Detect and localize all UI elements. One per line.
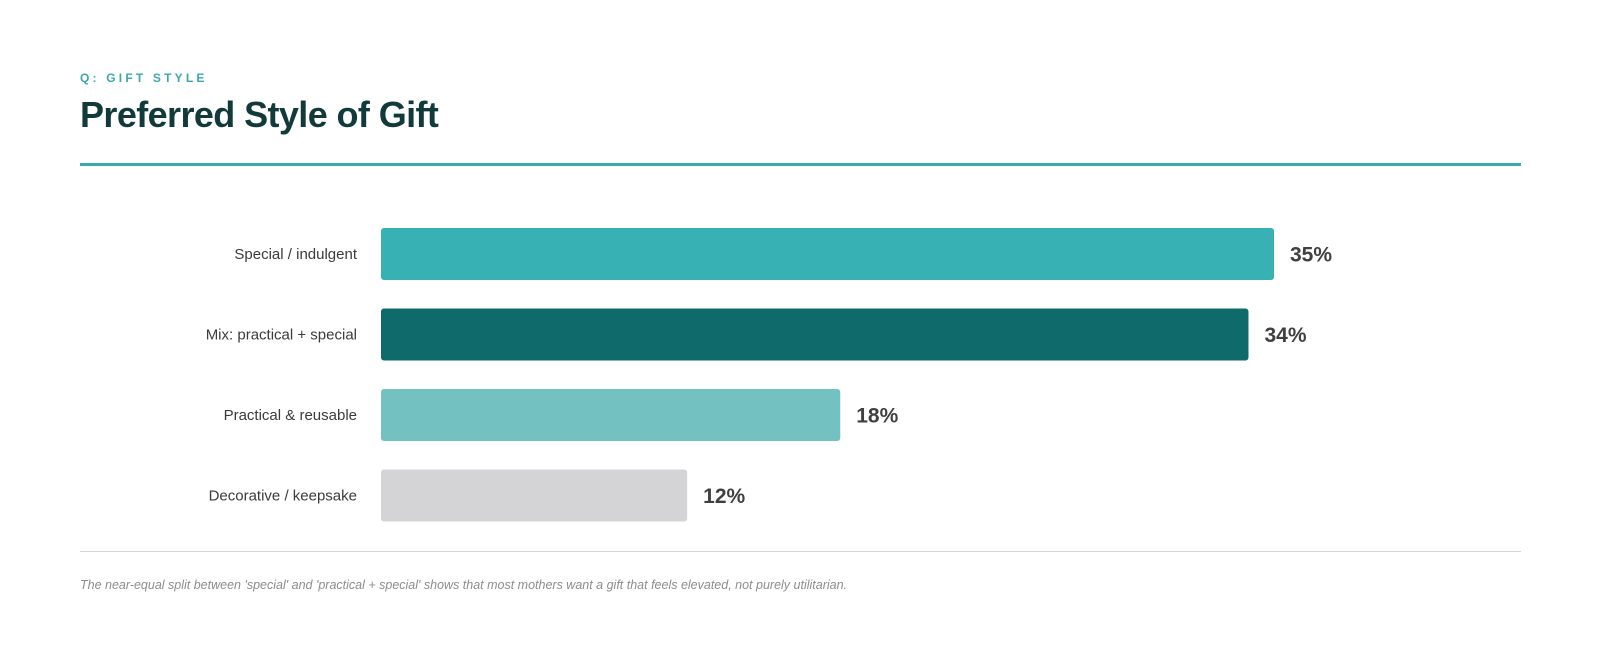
page-title: Preferred Style of Gift	[80, 94, 439, 135]
value-label-practical-reusable: 18%	[856, 405, 898, 428]
category-label-decorative-keepsake: Decorative / keepsake	[209, 488, 357, 505]
category-label-mix-practical-special: Mix: practical + special	[206, 327, 357, 344]
eyebrow-label: Q: GIFT STYLE	[80, 71, 208, 85]
category-label-practical-reusable: Practical & reusable	[224, 407, 357, 424]
footnote-divider	[80, 551, 1521, 552]
bar-mix-practical-special	[381, 308, 1249, 361]
bar-practical-reusable	[381, 389, 841, 441]
footnote: The near-equal split between 'special' a…	[80, 578, 848, 592]
bar-decorative-keepsake	[381, 469, 688, 522]
title-divider	[80, 163, 1521, 166]
value-label-decorative-keepsake: 12%	[703, 485, 745, 508]
value-label-special-indulgent: 35%	[1290, 244, 1332, 267]
value-label-mix-practical-special: 34%	[1264, 324, 1306, 347]
bar-special-indulgent	[381, 228, 1274, 280]
category-label-special-indulgent: Special / indulgent	[234, 246, 357, 263]
